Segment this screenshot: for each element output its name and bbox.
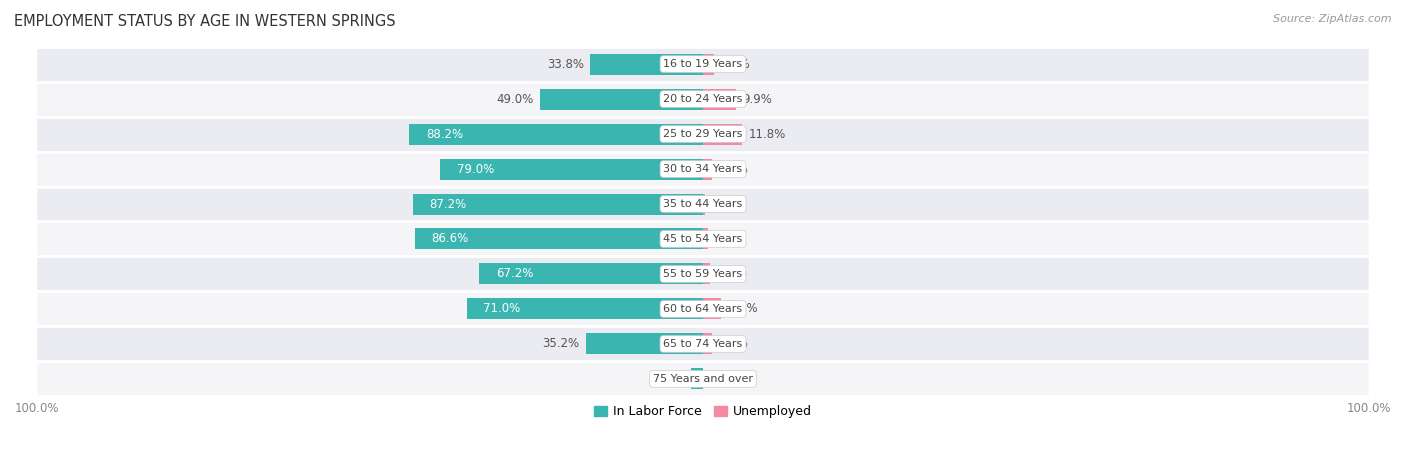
Text: 60 to 64 Years: 60 to 64 Years <box>664 304 742 314</box>
Text: 3.5%: 3.5% <box>655 373 685 386</box>
FancyBboxPatch shape <box>37 327 1369 361</box>
Text: 3.2%: 3.2% <box>720 58 749 70</box>
Text: 33.8%: 33.8% <box>547 58 583 70</box>
FancyBboxPatch shape <box>37 291 1369 327</box>
Bar <box>479 263 703 285</box>
FancyBboxPatch shape <box>37 116 1369 152</box>
FancyBboxPatch shape <box>37 257 1369 291</box>
FancyBboxPatch shape <box>37 221 1369 257</box>
Text: 67.2%: 67.2% <box>496 267 533 281</box>
Bar <box>591 54 703 74</box>
Bar <box>409 124 703 144</box>
FancyBboxPatch shape <box>37 46 1369 82</box>
Text: 87.2%: 87.2% <box>429 198 467 211</box>
Text: 2.6%: 2.6% <box>718 337 748 350</box>
Bar <box>703 263 710 285</box>
Legend: In Labor Force, Unemployed: In Labor Force, Unemployed <box>595 405 811 418</box>
Bar <box>586 333 703 354</box>
Text: EMPLOYMENT STATUS BY AGE IN WESTERN SPRINGS: EMPLOYMENT STATUS BY AGE IN WESTERN SPRI… <box>14 14 395 28</box>
Text: 30 to 34 Years: 30 to 34 Years <box>664 164 742 174</box>
Text: 75 Years and over: 75 Years and over <box>652 374 754 384</box>
Text: 35.2%: 35.2% <box>543 337 579 350</box>
FancyBboxPatch shape <box>37 361 1369 396</box>
Text: 49.0%: 49.0% <box>496 92 533 106</box>
Bar <box>467 299 703 319</box>
Text: 0.0%: 0.0% <box>710 373 740 386</box>
Text: 45 to 54 Years: 45 to 54 Years <box>664 234 742 244</box>
Text: 65 to 74 Years: 65 to 74 Years <box>664 339 742 349</box>
Bar <box>703 333 711 354</box>
Bar <box>703 193 706 215</box>
Bar <box>703 229 709 249</box>
FancyBboxPatch shape <box>37 187 1369 221</box>
Text: 11.8%: 11.8% <box>749 128 786 141</box>
Text: 9.9%: 9.9% <box>742 92 772 106</box>
Text: 5.5%: 5.5% <box>728 303 758 315</box>
Bar <box>440 158 703 179</box>
Bar <box>703 88 735 110</box>
Bar <box>415 229 703 249</box>
Text: 2.6%: 2.6% <box>718 162 748 175</box>
Text: 20 to 24 Years: 20 to 24 Years <box>664 94 742 104</box>
Text: 2.2%: 2.2% <box>717 267 747 281</box>
Text: 86.6%: 86.6% <box>432 233 468 245</box>
Bar <box>413 193 703 215</box>
FancyBboxPatch shape <box>37 152 1369 187</box>
Text: 1.6%: 1.6% <box>716 233 745 245</box>
Bar <box>703 54 714 74</box>
Bar <box>703 124 742 144</box>
Bar <box>703 158 711 179</box>
Text: 35 to 44 Years: 35 to 44 Years <box>664 199 742 209</box>
Text: 79.0%: 79.0% <box>457 162 494 175</box>
Text: 0.7%: 0.7% <box>711 198 742 211</box>
Bar <box>692 368 703 389</box>
Text: 71.0%: 71.0% <box>484 303 520 315</box>
Text: Source: ZipAtlas.com: Source: ZipAtlas.com <box>1274 14 1392 23</box>
Text: 88.2%: 88.2% <box>426 128 463 141</box>
Text: 16 to 19 Years: 16 to 19 Years <box>664 59 742 69</box>
Text: 55 to 59 Years: 55 to 59 Years <box>664 269 742 279</box>
Bar <box>703 299 721 319</box>
Bar <box>540 88 703 110</box>
FancyBboxPatch shape <box>37 82 1369 116</box>
Text: 25 to 29 Years: 25 to 29 Years <box>664 129 742 139</box>
